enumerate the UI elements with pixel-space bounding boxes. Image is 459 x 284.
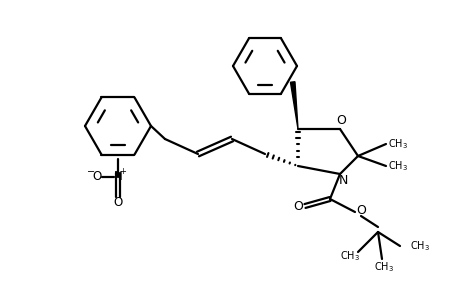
Text: +: +	[119, 168, 126, 176]
Text: N: N	[113, 170, 122, 183]
Text: CH$_3$: CH$_3$	[373, 260, 393, 274]
Text: CH$_3$: CH$_3$	[409, 239, 429, 253]
Text: O: O	[113, 195, 123, 208]
Text: CH$_3$: CH$_3$	[387, 137, 407, 151]
Polygon shape	[290, 82, 297, 129]
Text: −: −	[87, 167, 95, 177]
Text: O: O	[336, 114, 345, 128]
Text: CH$_3$: CH$_3$	[387, 159, 407, 173]
Text: CH$_3$: CH$_3$	[339, 249, 359, 263]
Text: O: O	[92, 170, 101, 183]
Text: O: O	[292, 199, 302, 212]
Text: O: O	[355, 204, 365, 216]
Text: N: N	[337, 174, 347, 187]
